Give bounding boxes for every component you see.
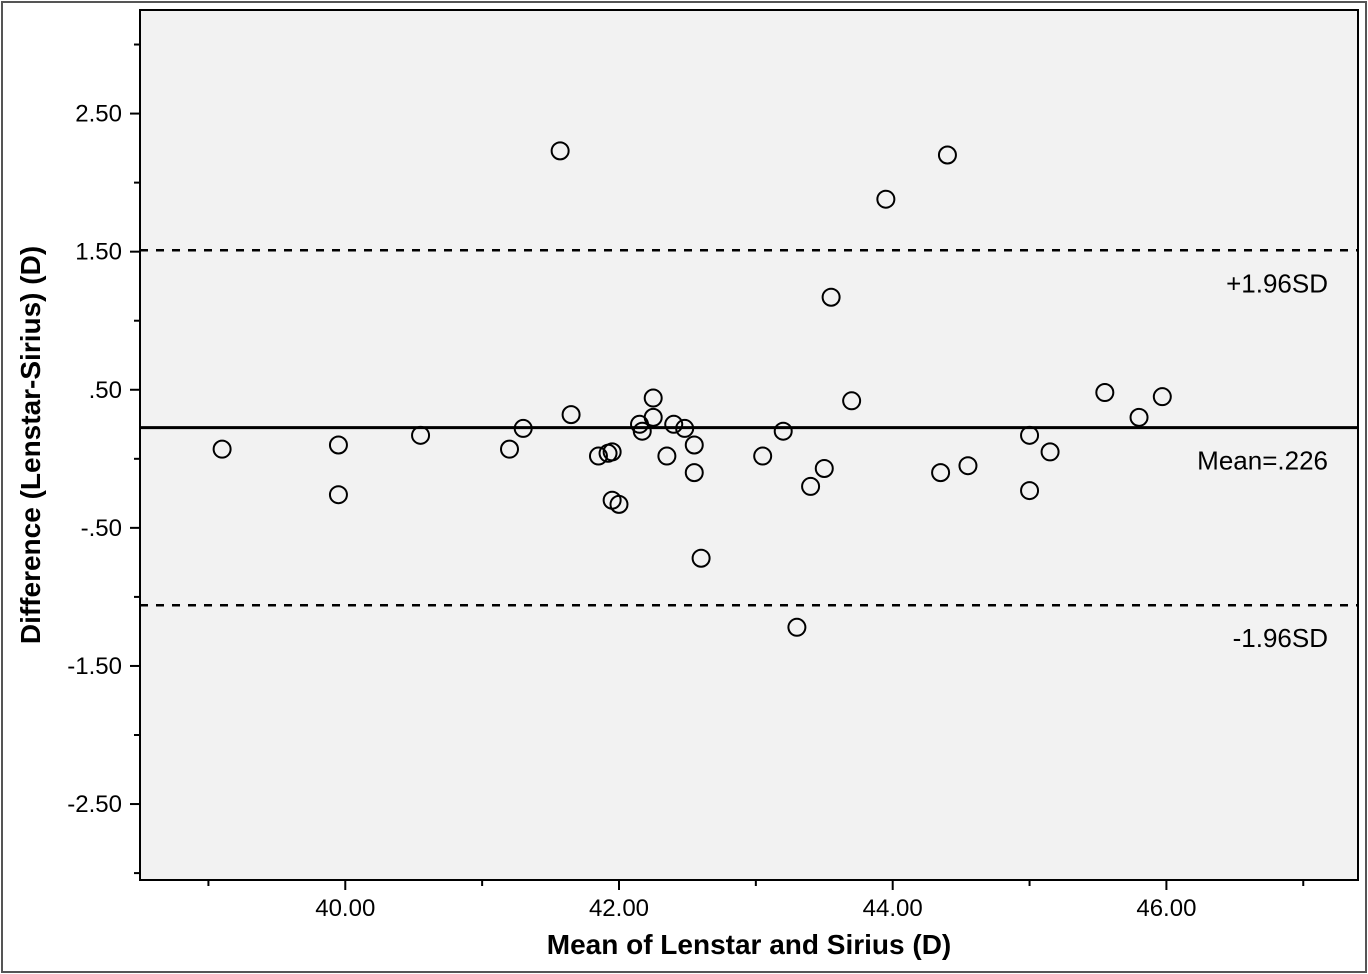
y-tick-label: .50 bbox=[89, 377, 122, 404]
y-tick-label: 1.50 bbox=[75, 239, 122, 266]
y-tick-label: -2.50 bbox=[67, 791, 122, 818]
x-tick-label: 40.00 bbox=[315, 895, 375, 922]
chart-svg: +1.96SD Mean=.226 -1.96SD 40.00 42.00 44.00 46… bbox=[0, 0, 1368, 974]
x-tick-label: 44.00 bbox=[863, 895, 923, 922]
x-tick-label: 46.00 bbox=[1136, 895, 1196, 922]
y-tick-label: 2.50 bbox=[75, 101, 122, 128]
plot-background bbox=[140, 10, 1358, 880]
bland-altman-chart: +1.96SD Mean=.226 -1.96SD 40.00 42.00 44.00 46… bbox=[0, 0, 1368, 974]
x-tick-label: 42.00 bbox=[589, 895, 649, 922]
y-axis-label: Difference (Lenstar-Sirius) (D) bbox=[15, 246, 46, 644]
y-tick-label: -.50 bbox=[81, 515, 122, 542]
upper-sd-label: +1.96SD bbox=[1226, 268, 1328, 298]
x-axis-label: Mean of Lenstar and Sirius (D) bbox=[547, 929, 952, 960]
mean-label: Mean=.226 bbox=[1197, 446, 1328, 476]
lower-sd-label: -1.96SD bbox=[1233, 623, 1328, 653]
y-tick-label: -1.50 bbox=[67, 653, 122, 680]
